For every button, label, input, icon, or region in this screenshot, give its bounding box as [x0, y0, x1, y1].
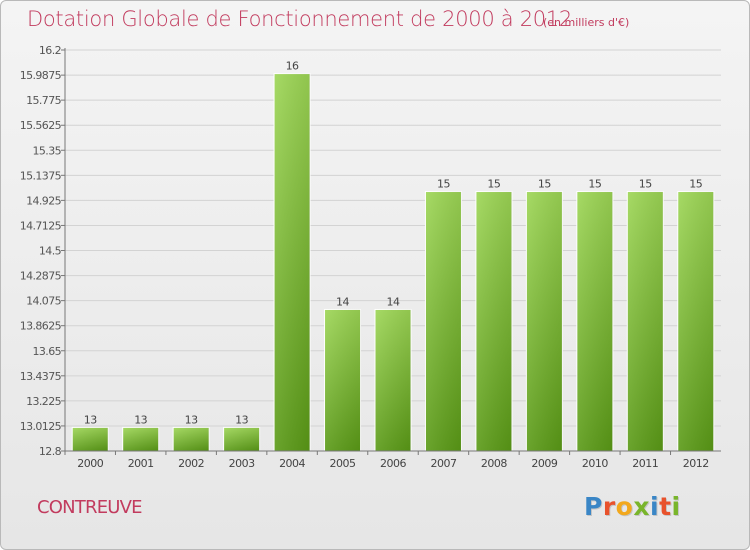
- x-tick-label: 2004: [279, 457, 305, 470]
- bar-value-label: 13: [185, 413, 198, 426]
- bar-value-label: 13: [134, 413, 147, 426]
- y-tick-label: 15.9875: [20, 69, 62, 82]
- logo-letter: P: [584, 492, 603, 521]
- y-tick-label: 12.8: [39, 445, 62, 458]
- y-tick-label: 13.8625: [20, 320, 62, 333]
- y-tick-label: 14.075: [26, 295, 61, 308]
- bar-value-label: 15: [689, 178, 702, 191]
- y-tick-label: 15.35: [33, 144, 62, 157]
- bar-shade: [173, 427, 210, 451]
- logo-letter: i: [650, 492, 660, 521]
- bar-series: 13 13 13 13 16 14 14 15 15 15 15 15 15: [71, 60, 715, 452]
- bar-shade: [627, 191, 664, 451]
- x-tick-label: 2000: [77, 457, 103, 470]
- y-tick-label: 14.2875: [20, 270, 62, 283]
- bar-value-label: 15: [437, 178, 450, 191]
- bar-shade: [677, 191, 714, 451]
- bar-value-label: 14: [387, 295, 400, 308]
- y-tick-label: 15.5625: [20, 119, 62, 132]
- bar-shade: [425, 191, 462, 451]
- logo-letter: o: [615, 492, 634, 521]
- bar-value-label: 15: [487, 178, 500, 191]
- x-axis: 2000 2001 2002 2003 2004 2005 2006 2007 2008 2009…: [64, 450, 721, 470]
- logo-letter: x: [633, 492, 650, 521]
- y-tick-label: 13.225: [26, 395, 61, 408]
- bar-shade: [375, 309, 411, 451]
- y-tick-label: 15.1375: [20, 169, 62, 182]
- bar-shade: [274, 73, 311, 452]
- proxiti-logo[interactable]: Proxiti: [584, 492, 681, 521]
- bar-value-label: 15: [639, 178, 652, 191]
- y-tick-label: 13.65: [33, 345, 62, 358]
- bar-value-label: 13: [84, 413, 97, 426]
- bar-value-label: 14: [336, 295, 349, 308]
- y-axis: 16.2 15.9875 15.775 15.5625 15.35 15.1375 14.9…: [20, 44, 66, 458]
- logo-letter: i: [671, 492, 681, 521]
- x-tick-label: 2006: [380, 457, 406, 470]
- x-tick-label: 2005: [330, 457, 356, 470]
- bar-value-label: 15: [538, 178, 551, 191]
- x-tick-label: 2003: [229, 457, 255, 470]
- bar-shade: [576, 191, 613, 451]
- x-tick-label: 2008: [481, 457, 507, 470]
- bar-value-label: 13: [235, 413, 248, 426]
- x-tick-label: 2012: [683, 457, 709, 470]
- chart-subtitle: (en milliers d'€): [543, 16, 630, 29]
- x-tick-label: 2009: [531, 457, 557, 470]
- bar-shade: [122, 427, 159, 451]
- x-tick-label: 2001: [128, 457, 154, 470]
- bar-shade: [324, 309, 361, 451]
- y-tick-label: 13.4375: [20, 370, 62, 383]
- y-tick-label: 14.7125: [20, 219, 62, 232]
- bar-shade: [526, 191, 563, 451]
- y-tick-label: 16.2: [39, 44, 61, 57]
- y-tick-label: 14.5: [39, 245, 62, 258]
- x-tick-label: 2002: [178, 457, 204, 470]
- bar-shade: [223, 427, 260, 451]
- bar-value-label: 16: [286, 60, 299, 73]
- logo-letter: r: [602, 492, 616, 521]
- bar-shade: [72, 427, 109, 451]
- commune-name: CONTREUVE: [37, 497, 143, 518]
- bar-shade: [475, 191, 512, 451]
- y-tick-label: 14.925: [26, 194, 61, 207]
- y-tick-label: 15.775: [26, 94, 61, 107]
- chart-title: Dotation Globale de Fonctionnement de 20…: [27, 7, 572, 31]
- logo-letter: t: [659, 492, 672, 521]
- y-tick-label: 13.0125: [20, 420, 62, 433]
- bar-value-label: 15: [588, 178, 601, 191]
- x-tick-label: 2011: [632, 457, 658, 470]
- x-tick-label: 2010: [582, 457, 608, 470]
- x-tick-label: 2007: [430, 457, 456, 470]
